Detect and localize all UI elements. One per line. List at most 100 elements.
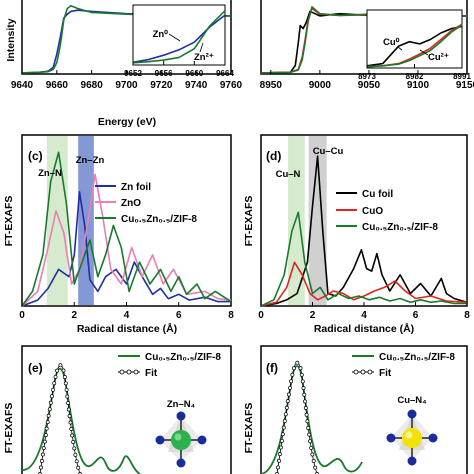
panel-b-inset: 8973 8982 8991 Cu⁰ Cu²⁺ [358,9,471,81]
panel-f-fit-point [305,419,310,424]
inset-label-cu0: Cu⁰ [383,37,400,48]
panel-f-fit-point [283,412,288,417]
panel-a-inset-series [132,10,226,64]
panel-e-fit-point [63,381,68,386]
panel-d-ylabel: FT-EXAFS [243,196,255,247]
panel-a-tick-label-9660: 9660 [46,80,69,91]
panel-c-series-zn-foil [21,191,231,307]
panel-e-fit-point [55,368,60,373]
panel-e-fit-point [61,368,66,373]
panel-a-tick-label-9680: 9680 [81,80,104,91]
panel-b-inset-series-0 [366,25,463,67]
panel-e-fit-point [74,459,79,464]
panel-d-tick-label-2: 2 [310,310,316,321]
panel-f-fit-point [285,399,290,404]
inset-label-cu2: Cu²⁺ [428,52,449,63]
panel-e-fit-point [65,394,70,399]
legend-marker-e-fit-3 [133,369,139,375]
band-label-cu-n: Cu–N [276,169,301,180]
panel-b-x-ticks: 8950 9000 9050 9100 9150 [260,70,474,91]
panel-f-fit-point [306,426,311,430]
panel-a-inset-tick-label-9660: 9660 [185,69,203,78]
legend-label-cu-foil: Cu foil [362,189,393,200]
panel-f-fit-point [292,366,296,371]
legend-label-cuo: CuO [362,206,383,217]
panel-f-fit-point [308,439,313,444]
panel-e-structure-label: Zn–N₄ [167,399,196,410]
panel-e-fit-point [67,414,72,418]
panel-f-fit-point [277,452,282,457]
panel-e-fit-point [42,439,47,444]
legend-label-cuzn-zif8-d: Cu₀.₅Zn₀.₅/ZIF-8 [362,222,438,233]
panel-b-tick-label-8950: 8950 [260,80,283,91]
legend-label-zn-foil: Zn foil [121,182,151,193]
panel-e-fit-point [52,381,57,386]
panel-f: (f) FT-EXAFS Cu₀.₅Zn₀.₅/ZIF-8 Fit Cu–N₄ [243,345,468,474]
panel-a-tick-label-9640: 9640 [11,80,34,91]
panel-d-tick-label-0: 0 [258,310,264,321]
legend-marker-f-fit-2 [360,369,366,375]
panel-f-fit-point [281,425,286,430]
panel-c-band-zn-n [46,136,68,305]
panel-e-fit-point [66,407,71,412]
panel-e-fit-point [58,363,63,368]
panel-a-inset-tick-label-9656: 9656 [155,69,173,78]
panel-a-inset-series-1 [132,10,226,64]
panel-f-fit-point [301,386,306,391]
panel-f-fit-point [289,379,294,384]
panel-b-frame [260,0,468,75]
panel-a-inset-tick-label-9664: 9664 [216,69,234,78]
panel-c-label: (c) [28,149,43,163]
panel-e-fit-point [71,440,76,444]
legend-label-e-data: Cu₀.₅Zn₀.₅/ZIF-8 [145,352,221,363]
band-label-zn-n: Zn–N [38,168,62,179]
panel-d-series-cuo [260,261,468,307]
panel-f-fit-point [311,459,316,463]
panel-c-tick-label-0: 0 [19,310,25,321]
panel-d-tick-label-4: 4 [361,310,367,321]
panel-e-fit-point [40,452,45,457]
panel-c-xlabel: Radical distance (Å) [77,322,177,335]
panel-f-fit-point [286,392,291,397]
panel-e-fit-point [39,459,44,463]
panel-b-inset-tick-label-8982: 8982 [406,72,424,81]
panel-f-frame [260,345,468,474]
panel-b-inset-tick-label-8991: 8991 [453,72,471,81]
panel-d-tick-label-8: 8 [464,310,470,321]
panel-f-fit-point [277,458,281,463]
panel-f-fit-point [295,360,300,365]
panel-b-tick-label-9000: 9000 [309,80,332,91]
panel-f-fit-point [284,405,289,410]
panel-d-series [260,155,468,307]
panel-e-fit-point [41,446,46,451]
panel-f-fit-point [280,432,285,437]
legend-marker-e-fit-2 [126,369,132,375]
panel-d-x-ticks: 0 2 4 6 8 [258,302,470,321]
panel-e-fit-point [70,433,75,438]
panel-e-fit-point [49,394,54,399]
panel-c-series-cu-zn-zif-8 [21,151,232,307]
panel-e-ylabel: FT-EXAFS [3,403,15,454]
inset-arrow-zn2 [199,42,204,53]
panel-e-fit-point [62,375,67,379]
legend-marker-f-fit-1 [353,369,359,375]
panel-e-fit-point [51,387,55,392]
panel-d-band-cu-n [288,136,305,305]
panel-a-inset-ticks: 9652 9656 9660 9664 [124,61,234,78]
panel-e-fit-point [73,452,78,457]
panel-c-tick-label-4: 4 [124,310,130,321]
panel-a-tick-label-9760: 9760 [220,80,243,91]
panel-a: 9640 9660 9680 9700 9720 9740 9760 Intensity E… [5,0,243,128]
panel-d-bands [288,136,327,305]
panel-b-inset-ticks: 8973 8982 8991 [358,64,471,81]
panel-f-fit-point [304,412,309,417]
panel-b: 8950 9000 9050 9100 9150 8973 8982 8991 Cu⁰ Cu… [260,0,474,91]
panel-b-tick-label-9150: 9150 [456,80,474,91]
cu-n4-structure-icon [386,409,438,466]
panel-e-fit-point [45,420,50,425]
panel-f-fit-point [303,406,308,410]
panel-f-fit-point [313,465,318,470]
panel-f-structure-label: Cu–N₄ [397,395,427,406]
panel-f-fit-point [307,432,312,437]
